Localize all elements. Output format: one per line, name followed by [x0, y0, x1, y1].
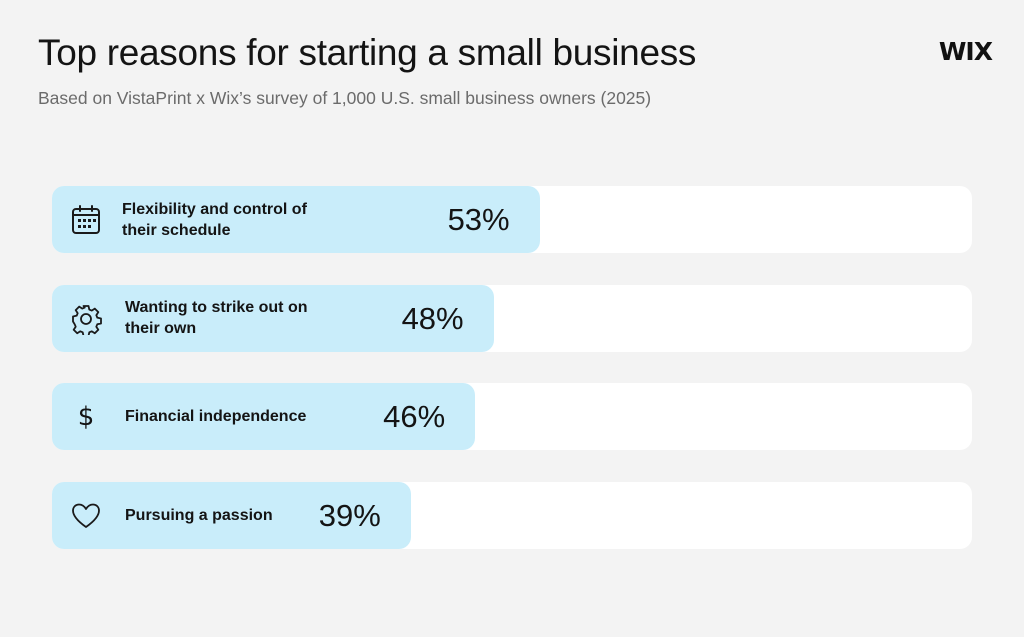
bar-category-label: Wanting to strike out on their own [125, 299, 308, 337]
chart-subtitle: Based on VistaPrint x Wix’s survey of 1,… [38, 88, 652, 108]
dollar-icon: $ [77, 402, 95, 432]
bar-category-label: Pursuing a passion [125, 506, 273, 524]
bar [52, 383, 476, 450]
bar-category-label: Flexibility and control of their schedul… [122, 200, 307, 239]
bar-value-label: 48% [401, 300, 464, 336]
wix-logo: WIX [938, 37, 993, 66]
bar [52, 284, 494, 352]
bar-row: Wanting to strike out on their own 48% [52, 284, 972, 352]
chart-title: Top reasons for starting a small busines… [38, 32, 697, 73]
bar-row: Flexibility and control of their schedul… [52, 186, 972, 253]
bar-category-label: Financial independence [125, 408, 307, 425]
bar-value-label: 46% [383, 399, 446, 434]
bar-row: Pursuing a passion 39% [52, 481, 972, 549]
heart-icon [68, 498, 104, 534]
bar [52, 481, 411, 549]
bar-value-label: 53% [447, 202, 510, 237]
bar [52, 186, 540, 253]
gear-icon [68, 301, 104, 337]
calendar-icon [68, 202, 104, 238]
bar-row: $ Financial independence 46% [52, 383, 972, 450]
bar-value-label: 39% [318, 497, 381, 533]
